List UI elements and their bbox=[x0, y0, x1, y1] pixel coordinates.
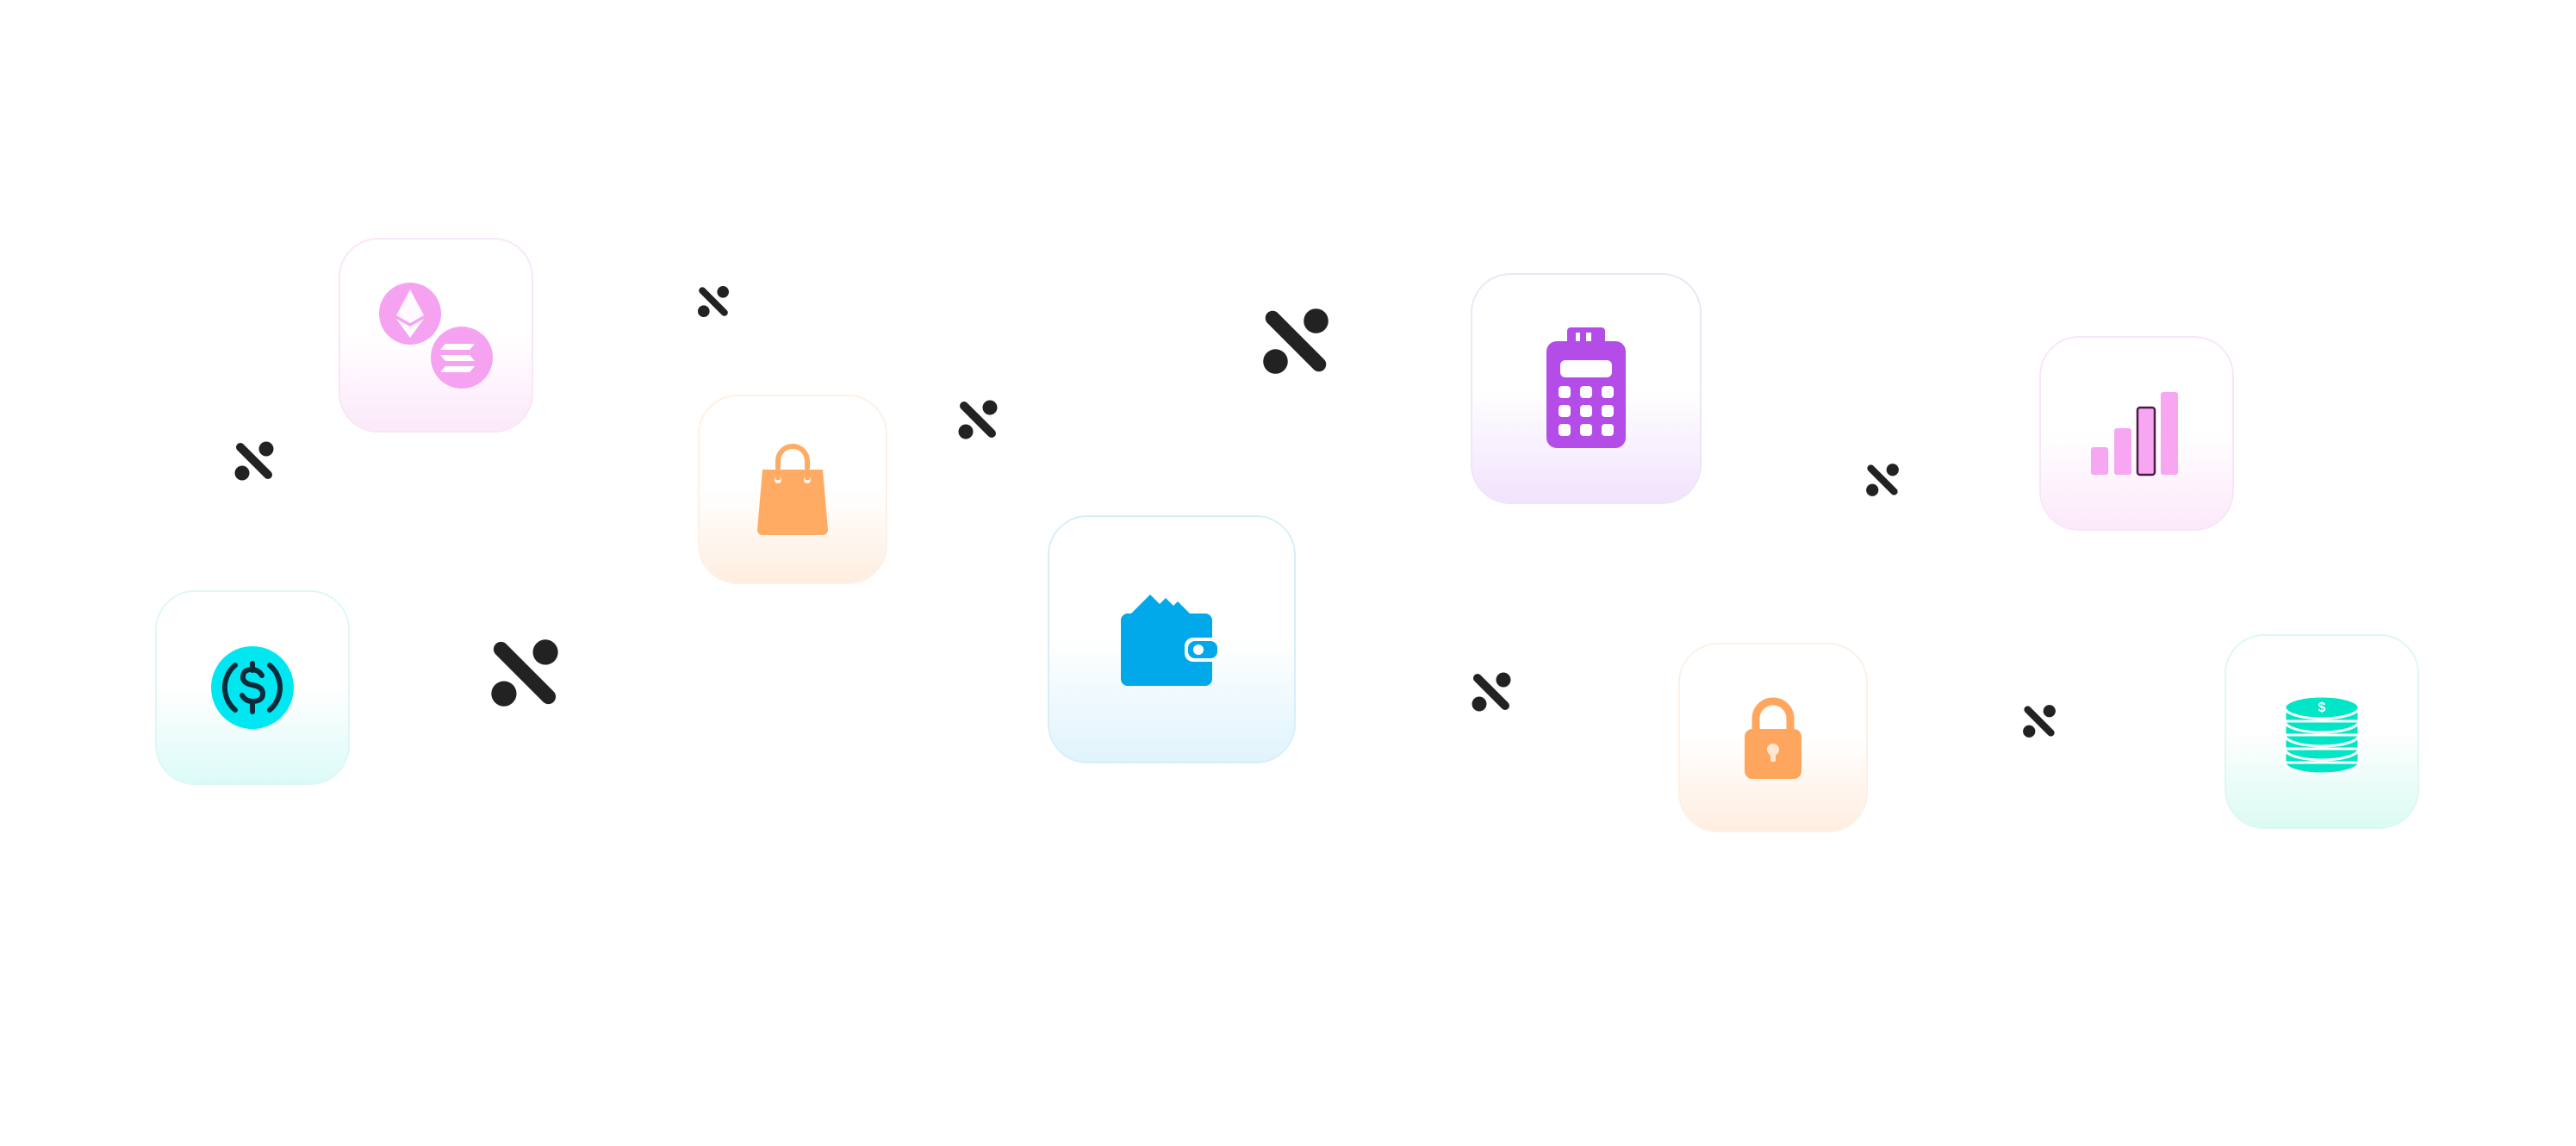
padlock-icon bbox=[1745, 697, 1801, 779]
x-logo-mark-icon bbox=[956, 398, 999, 441]
x-logo-mark-icon bbox=[696, 284, 731, 319]
card-terminal-icon bbox=[1546, 327, 1626, 448]
x-logo-mark-icon bbox=[233, 439, 276, 483]
crypto-coins-tile bbox=[339, 238, 533, 495]
wallet-tile bbox=[1048, 515, 1296, 843]
svg-text:$: $ bbox=[2318, 701, 2326, 715]
growth-bars-tile bbox=[2039, 336, 2234, 593]
wallet-icon bbox=[1121, 595, 1221, 686]
usdc-coin-tile bbox=[155, 590, 350, 847]
card-terminal-tile bbox=[1471, 273, 1702, 578]
x-logo-mark-icon bbox=[2021, 703, 2057, 739]
x-logo-mark-icon bbox=[488, 636, 562, 710]
dollar-coin-icon bbox=[211, 646, 294, 729]
x-logo-mark-icon bbox=[1864, 462, 1901, 498]
shopping-bag-icon bbox=[757, 444, 828, 535]
coin-stack-tile: $ bbox=[2224, 634, 2419, 891]
ethereum-solana-icon bbox=[379, 283, 493, 389]
x-logo-mark-icon bbox=[1260, 305, 1332, 377]
coin-stack-icon: $ bbox=[2283, 694, 2361, 775]
x-logo-mark-icon bbox=[1470, 670, 1513, 713]
bar-chart-icon bbox=[2091, 392, 2178, 476]
shopping-bag-tile bbox=[698, 395, 887, 645]
lock-tile bbox=[1678, 643, 1868, 893]
